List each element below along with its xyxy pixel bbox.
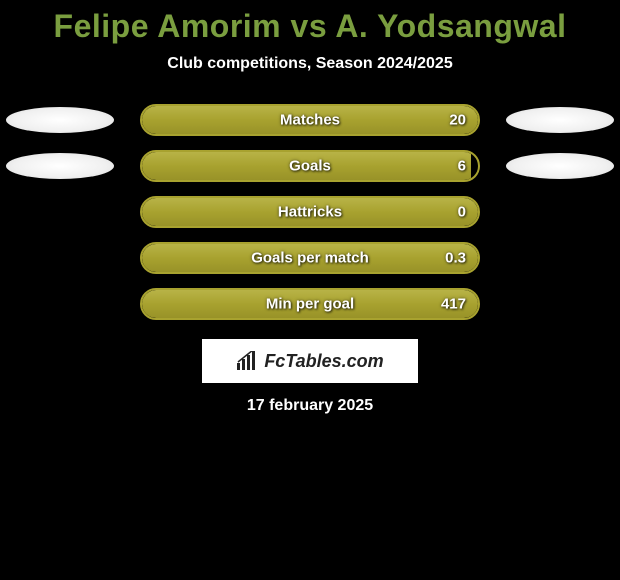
stat-value: 417	[441, 296, 466, 313]
brand-text: FcTables.com	[264, 351, 383, 372]
stat-label: Goals per match	[142, 250, 478, 267]
date-text: 17 february 2025	[0, 397, 620, 415]
stat-label: Goals	[142, 158, 478, 175]
stat-row: Goals6	[0, 149, 620, 183]
stat-row: Matches20	[0, 103, 620, 137]
chart-icon	[236, 351, 258, 371]
vs-separator: vs	[291, 8, 328, 44]
comparison-container: Felipe Amorim vs A. Yodsangwal Club comp…	[0, 0, 620, 415]
stat-value: 0	[458, 204, 466, 221]
left-oval	[6, 107, 114, 133]
left-oval	[6, 153, 114, 179]
stat-label: Hattricks	[142, 204, 478, 221]
player1-name: Felipe Amorim	[54, 8, 282, 44]
stat-value: 0.3	[445, 250, 466, 267]
stats-area: Matches20 Goals6 Hattricks0 Goals per match…	[0, 103, 620, 321]
stat-row: Hattricks0	[0, 195, 620, 229]
stat-bar: Goals6	[140, 150, 480, 182]
stat-label: Min per goal	[142, 296, 478, 313]
right-oval	[506, 153, 614, 179]
stat-value: 6	[458, 158, 466, 175]
stat-bar: Goals per match0.3	[140, 242, 480, 274]
stat-row: Min per goal417	[0, 287, 620, 321]
stat-bar: Min per goal417	[140, 288, 480, 320]
subtitle: Club competitions, Season 2024/2025	[0, 55, 620, 73]
page-title: Felipe Amorim vs A. Yodsangwal	[0, 8, 620, 45]
stat-label: Matches	[142, 112, 478, 129]
stat-bar: Matches20	[140, 104, 480, 136]
stat-value: 20	[449, 112, 466, 129]
player2-name: A. Yodsangwal	[335, 8, 566, 44]
stat-row: Goals per match0.3	[0, 241, 620, 275]
stat-bar: Hattricks0	[140, 196, 480, 228]
right-oval	[506, 107, 614, 133]
brand-box: FcTables.com	[202, 339, 418, 383]
